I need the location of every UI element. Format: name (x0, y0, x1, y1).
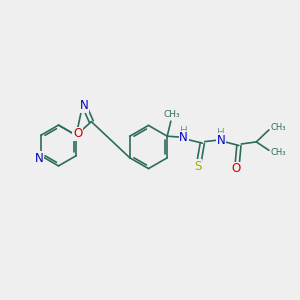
Text: N: N (35, 152, 44, 165)
Text: N: N (80, 99, 89, 112)
Text: CH₃: CH₃ (270, 123, 286, 132)
Text: N: N (179, 131, 188, 144)
Text: O: O (73, 127, 82, 140)
Text: S: S (194, 160, 202, 173)
Text: O: O (231, 162, 241, 175)
Text: H: H (180, 126, 188, 136)
Text: N: N (217, 134, 225, 147)
Text: CH₃: CH₃ (164, 110, 180, 119)
Text: H: H (217, 128, 225, 139)
Text: CH₃: CH₃ (270, 148, 286, 157)
